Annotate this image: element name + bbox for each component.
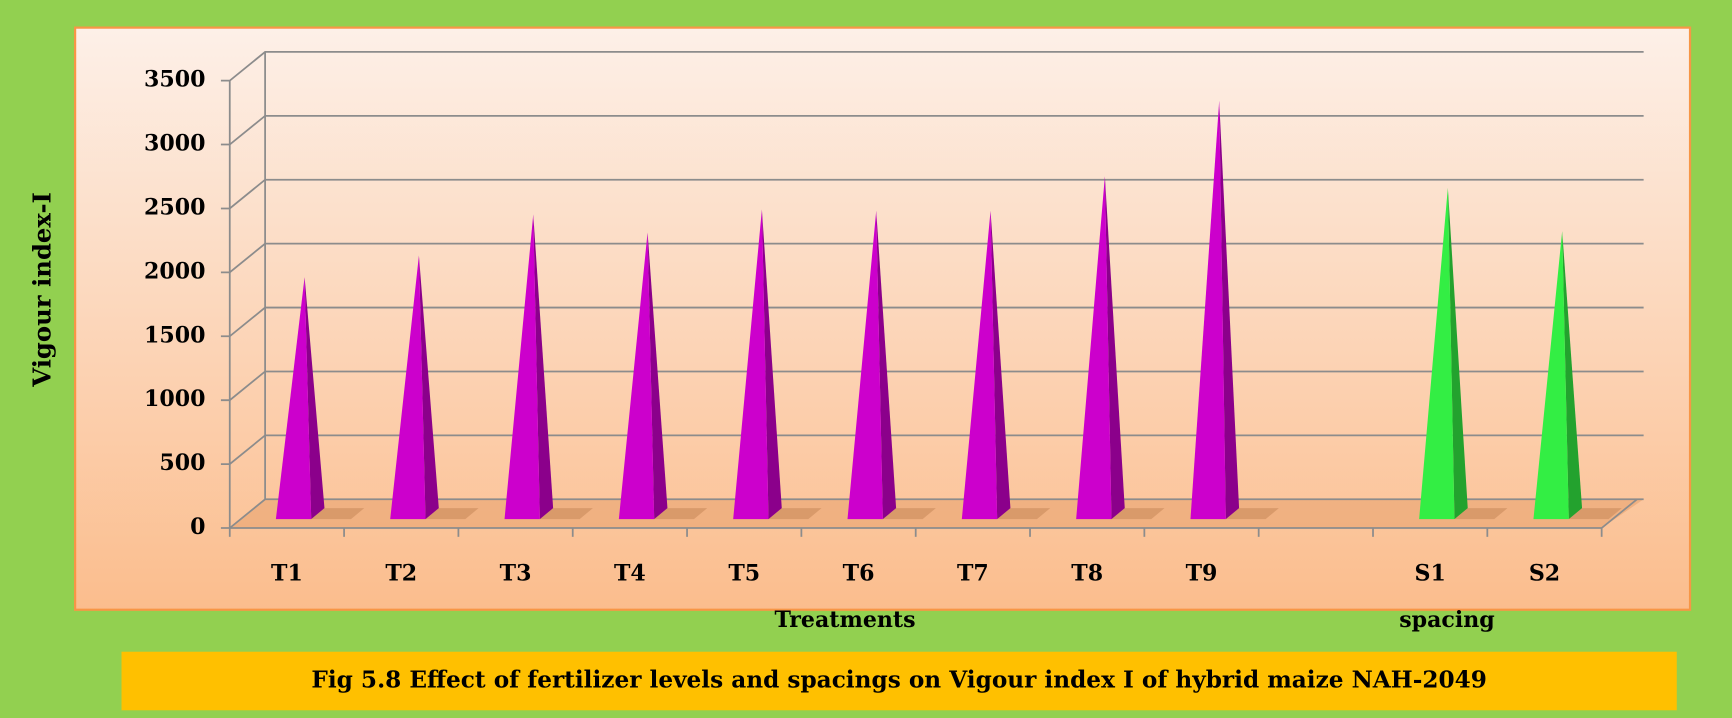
pyramid-shadow [768, 508, 822, 520]
y-tick-label: 0 [190, 514, 205, 540]
x-tick-label: T9 [1186, 560, 1218, 586]
pyramid-side [1219, 100, 1240, 520]
x-tick-label: T7 [957, 560, 989, 586]
floor [229, 499, 1644, 529]
pyramid-shadow [1454, 508, 1508, 520]
x-tick-label: T8 [1071, 560, 1103, 586]
y-tick-label: 500 [159, 450, 205, 476]
pyramid-side [1447, 187, 1468, 520]
pyramid-shadow [1111, 508, 1165, 520]
x-tick-label: T2 [385, 560, 417, 586]
pyramid-side [1562, 231, 1583, 520]
y-axis-label: Vigour index-I [28, 192, 57, 388]
grid-line [220, 51, 1644, 82]
y-tick-label: 3000 [144, 131, 205, 157]
pyramid [275, 277, 312, 520]
grid-line [220, 114, 1644, 146]
pyramid [618, 232, 655, 520]
grid-line [220, 178, 1644, 210]
pyramid-side [418, 255, 439, 520]
grid-line [220, 498, 1644, 529]
y-tick-label: 2500 [144, 194, 205, 220]
y-tick-label: 2000 [144, 258, 205, 284]
pyramid-side [876, 210, 897, 520]
pyramid-side [533, 214, 554, 520]
pyramid-shadow [882, 508, 936, 520]
pyramid-shadow [539, 508, 593, 520]
pyramid-shadow [654, 508, 708, 520]
caption-box [121, 651, 1677, 711]
y-tick-label: 1500 [144, 322, 205, 348]
x-tick-label: T3 [500, 560, 532, 586]
pyramid-shadow [425, 508, 479, 520]
pyramid [1533, 231, 1569, 520]
pyramid [504, 214, 540, 520]
x-tick-label: S2 [1529, 560, 1560, 586]
pyramid-shadow [1568, 508, 1622, 520]
x-tick-label: T5 [728, 560, 760, 586]
x-tick-label: T1 [271, 560, 303, 586]
pyramid-shadow [311, 508, 365, 520]
group-label: Treatments [774, 607, 915, 633]
pyramid [961, 210, 998, 520]
y-tick-label: 1000 [144, 386, 205, 412]
x-tick-label: T4 [614, 560, 646, 586]
pyramid [847, 210, 883, 520]
y-tick-label: 3500 [144, 67, 205, 93]
pyramid [1419, 187, 1455, 520]
grid-line [220, 306, 1644, 338]
group-label: spacing [1399, 607, 1495, 633]
x-tick-label: T6 [843, 560, 875, 586]
x-tick-label: S1 [1415, 560, 1446, 586]
grid-line [220, 370, 1644, 402]
pyramid-shadow [997, 508, 1051, 520]
pyramid [733, 209, 769, 520]
pyramid-side [990, 210, 1011, 520]
pyramid [1190, 100, 1226, 520]
grid-line [220, 242, 1644, 274]
caption: Fig 5.8 Effect of fertilizer levels and … [311, 667, 1487, 694]
pyramid-side [304, 277, 325, 520]
pyramid-shadow [1225, 508, 1279, 520]
pyramid [1076, 176, 1112, 520]
grid-line [220, 434, 1644, 465]
pyramid [390, 255, 426, 520]
